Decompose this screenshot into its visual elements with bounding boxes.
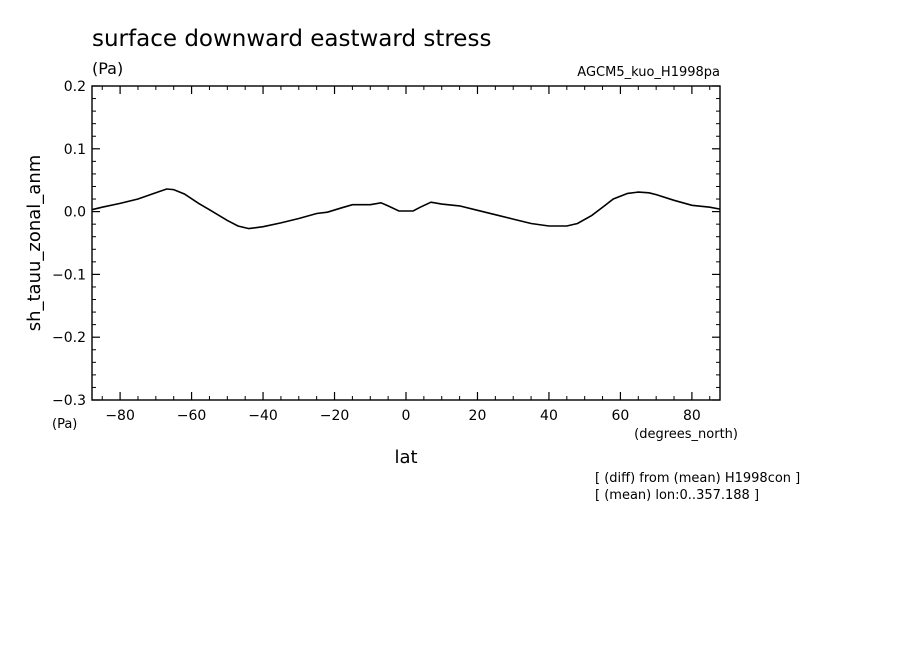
y-tick-label: 0.1	[64, 142, 86, 158]
x-tick-label: 80	[683, 408, 701, 424]
chart-units: (Pa)	[92, 59, 123, 78]
x-tick-label: −40	[248, 408, 278, 424]
x-axis-label: lat	[394, 447, 417, 468]
x-tick-label: −80	[105, 408, 135, 424]
y-tick-label: 0.2	[64, 79, 86, 95]
x-tick-labels: −80 −60 −40 −20 0 20 40 60 80	[105, 408, 700, 424]
x-tick-label: 40	[540, 408, 558, 424]
x-tick-label: 60	[612, 408, 630, 424]
note-line-1: [ (diff) from (mean) H1998con ]	[595, 471, 800, 486]
y-axis-label: sh_tauu_zonal_anm	[24, 155, 45, 332]
x-tick-label: −20	[320, 408, 350, 424]
y-ticks	[92, 85, 720, 401]
y-units: (Pa)	[52, 417, 77, 432]
y-tick-labels: 0.2 0.1 0.0 −0.1 −0.2 −0.3	[52, 79, 86, 409]
note-line-2: [ (mean) lon:0..357.188 ]	[595, 488, 759, 503]
chart-title: surface downward eastward stress	[92, 26, 491, 52]
y-tick-label: −0.3	[52, 393, 86, 409]
x-units: (degrees_north)	[634, 427, 738, 442]
x-ticks	[101, 86, 711, 400]
y-tick-label: −0.2	[52, 330, 86, 346]
plot-frame	[91, 85, 721, 401]
x-tick-label: 0	[402, 408, 411, 424]
series-line	[91, 188, 721, 230]
x-tick-label: −60	[177, 408, 207, 424]
y-tick-label: 0.0	[64, 205, 86, 221]
y-tick-label: −0.1	[52, 267, 86, 283]
x-tick-label: 20	[469, 408, 487, 424]
run-label: AGCM5_kuo_H1998pa	[577, 65, 720, 80]
